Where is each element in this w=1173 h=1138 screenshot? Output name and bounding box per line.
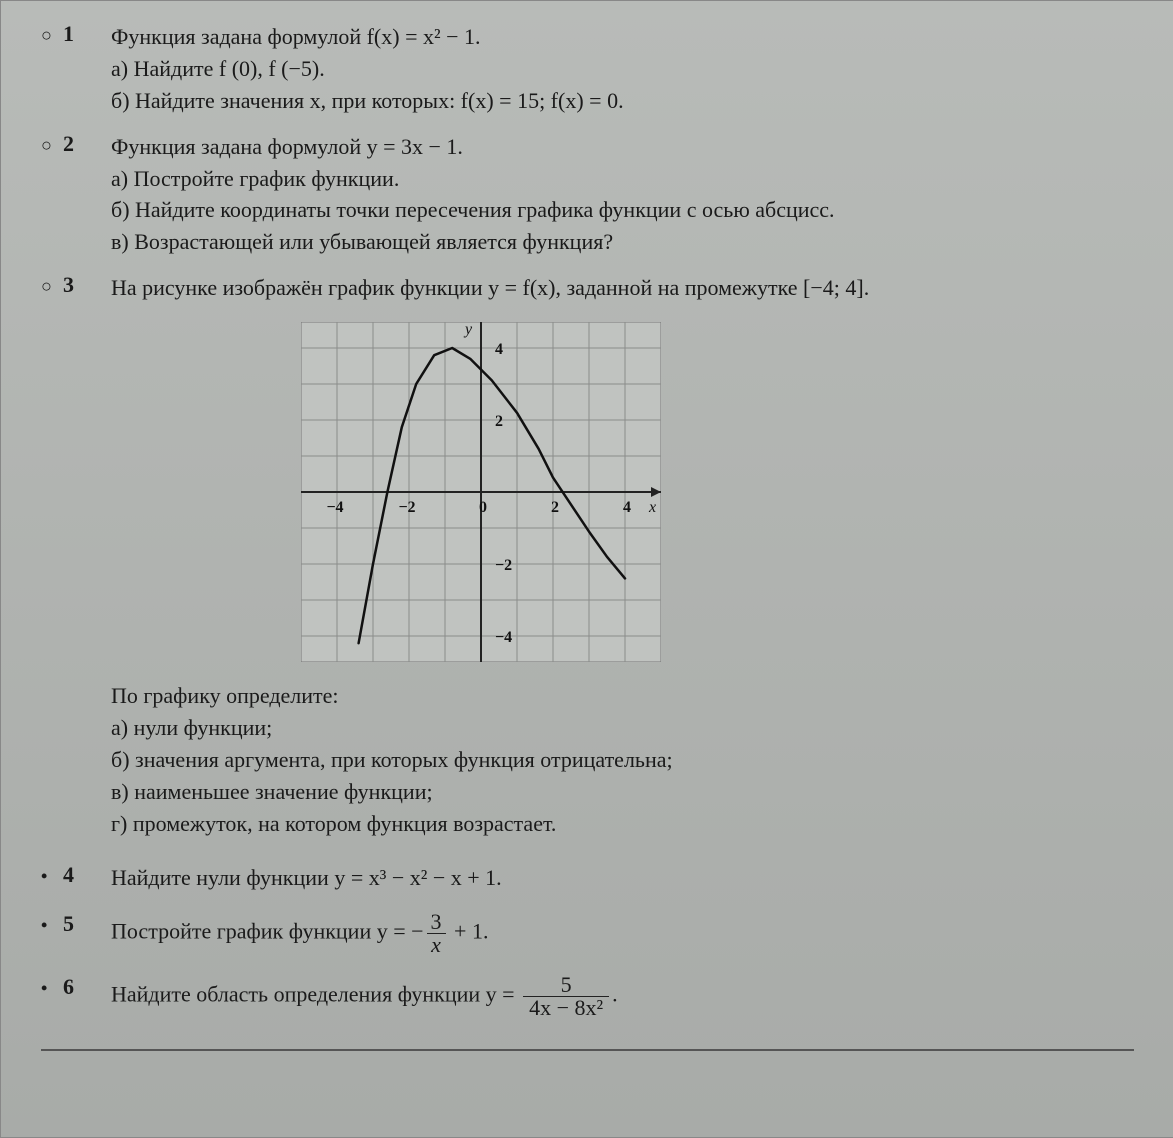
problem-5-after: + 1. [449,919,489,944]
problem-6-before: Найдите область определения функции y = [111,982,520,1007]
problem-3-a: а) нули функции; [111,712,1134,744]
problem-5-head: • 5 Постройте график функции y = − 3 x +… [41,911,1134,956]
svg-text:x: x [648,499,656,516]
problem-3: ○ 3 На рисунке изображён график функции … [41,272,1134,839]
problem-1-title: Функция задана формулой f(x) = x² − 1. [111,21,1134,53]
problem-5-frac-bot: x [427,934,446,956]
problem-6-frac-bot: 4x − 8x² [523,997,609,1019]
problem-3-c: в) наименьшее значение функции; [111,776,1134,808]
problem-6-title: Найдите область определения функции y = … [111,974,1134,1019]
problem-5-frac-top: 3 [427,911,446,934]
svg-text:0: 0 [479,499,487,516]
problem-3-head: ○ 3 На рисунке изображён график функции … [41,272,1134,304]
function-graph: −4 −2 0 2 4 −4 −2 2 4 y x [301,322,661,662]
problem-4-number: 4 [63,862,74,888]
problem-3-number: 3 [63,272,74,298]
problem-4-head: • 4 Найдите нули функции y = x³ − x² − x… [41,862,1134,894]
problem-2-number: 2 [63,131,74,157]
problem-1-marker: ○ 1 [41,21,111,47]
problem-2-title: Функция задана формулой y = 3x − 1. [111,131,1134,163]
problem-1-b: б) Найдите значения x, при которых: f(x)… [111,85,1134,117]
bullet-icon: • [41,866,55,887]
problem-3-intro: По графику определите: [111,680,1134,712]
problem-2: ○ 2 Функция задана формулой y = 3x − 1. … [41,131,1134,259]
problem-2-b: б) Найдите координаты точки пересечения … [111,194,1134,226]
circle-icon: ○ [41,276,55,297]
problem-4-title: Найдите нули функции y = x³ − x² − x + 1… [111,862,1134,894]
svg-text:4: 4 [495,341,503,358]
problem-3-b: б) значения аргумента, при которых функц… [111,744,1134,776]
chart-container: −4 −2 0 2 4 −4 −2 2 4 y x [301,322,1134,662]
svg-text:2: 2 [495,413,503,430]
problem-5-title: Постройте график функции y = − 3 x + 1. [111,911,1134,956]
problem-4-marker: • 4 [41,862,111,888]
problem-3-d: г) промежуток, на котором функция возрас… [111,808,1134,840]
svg-text:2: 2 [551,499,559,516]
problem-1-a: а) Найдите f (0), f (−5). [111,53,1134,85]
svg-text:−2: −2 [495,557,512,574]
problem-3-marker: ○ 3 [41,272,111,298]
problem-2-a: а) Постройте график функции. [111,163,1134,195]
problem-2-c: в) Возрастающей или убывающей является ф… [111,226,1134,258]
bottom-rule [41,1049,1134,1051]
problem-1-head: ○ 1 Функция задана формулой f(x) = x² − … [41,21,1134,53]
page: ○ 1 Функция задана формулой f(x) = x² − … [0,0,1173,1138]
problem-5-before: Постройте график функции y = − [111,919,424,944]
svg-text:−4: −4 [495,629,512,646]
problem-5-marker: • 5 [41,911,111,937]
svg-text:−2: −2 [398,499,415,516]
circle-icon: ○ [41,135,55,156]
problem-1: ○ 1 Функция задана формулой f(x) = x² − … [41,21,1134,117]
problem-6-frac-top: 5 [523,974,609,997]
problem-6-number: 6 [63,974,74,1000]
bullet-icon: • [41,978,55,999]
problem-4: • 4 Найдите нули функции y = x³ − x² − x… [41,862,1134,894]
problem-6-head: • 6 Найдите область определения функции … [41,974,1134,1019]
problem-5: • 5 Постройте график функции y = − 3 x +… [41,911,1134,956]
problem-6-after: . [612,982,618,1007]
bullet-icon: • [41,915,55,936]
problem-2-marker: ○ 2 [41,131,111,157]
problem-3-title: На рисунке изображён график функции y = … [111,272,1134,304]
svg-text:y: y [463,322,473,338]
problem-6-marker: • 6 [41,974,111,1000]
circle-icon: ○ [41,25,55,46]
problem-6: • 6 Найдите область определения функции … [41,974,1134,1019]
problem-1-number: 1 [63,21,74,47]
problem-5-number: 5 [63,911,74,937]
svg-text:4: 4 [623,499,631,516]
problem-2-head: ○ 2 Функция задана формулой y = 3x − 1. [41,131,1134,163]
svg-text:−4: −4 [326,499,343,516]
